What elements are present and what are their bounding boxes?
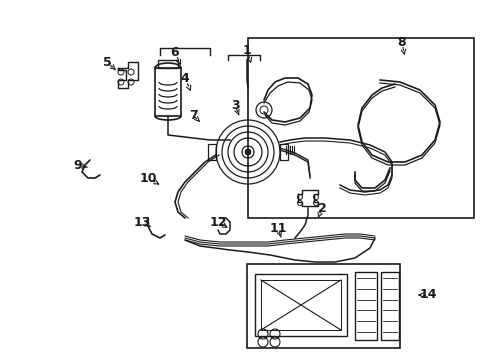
Text: 7: 7 xyxy=(188,108,197,122)
Text: 13: 13 xyxy=(133,216,150,229)
Text: 1: 1 xyxy=(242,44,251,57)
Text: 14: 14 xyxy=(418,288,436,302)
Text: 10: 10 xyxy=(139,171,157,185)
Text: 6: 6 xyxy=(170,45,179,59)
Bar xyxy=(380,272,398,340)
Bar xyxy=(354,272,376,340)
Text: 2: 2 xyxy=(317,202,325,215)
Text: 9: 9 xyxy=(74,158,82,171)
Text: 11: 11 xyxy=(269,221,286,234)
Text: 12: 12 xyxy=(209,216,226,229)
Text: 3: 3 xyxy=(230,99,239,112)
Text: 8: 8 xyxy=(397,36,406,49)
Bar xyxy=(155,68,181,116)
Bar xyxy=(158,60,178,68)
Text: 4: 4 xyxy=(180,72,189,85)
Bar xyxy=(247,38,473,218)
Bar xyxy=(280,144,287,160)
Circle shape xyxy=(244,149,250,155)
Text: 5: 5 xyxy=(102,55,111,68)
Bar xyxy=(207,144,216,160)
Bar xyxy=(246,264,399,348)
